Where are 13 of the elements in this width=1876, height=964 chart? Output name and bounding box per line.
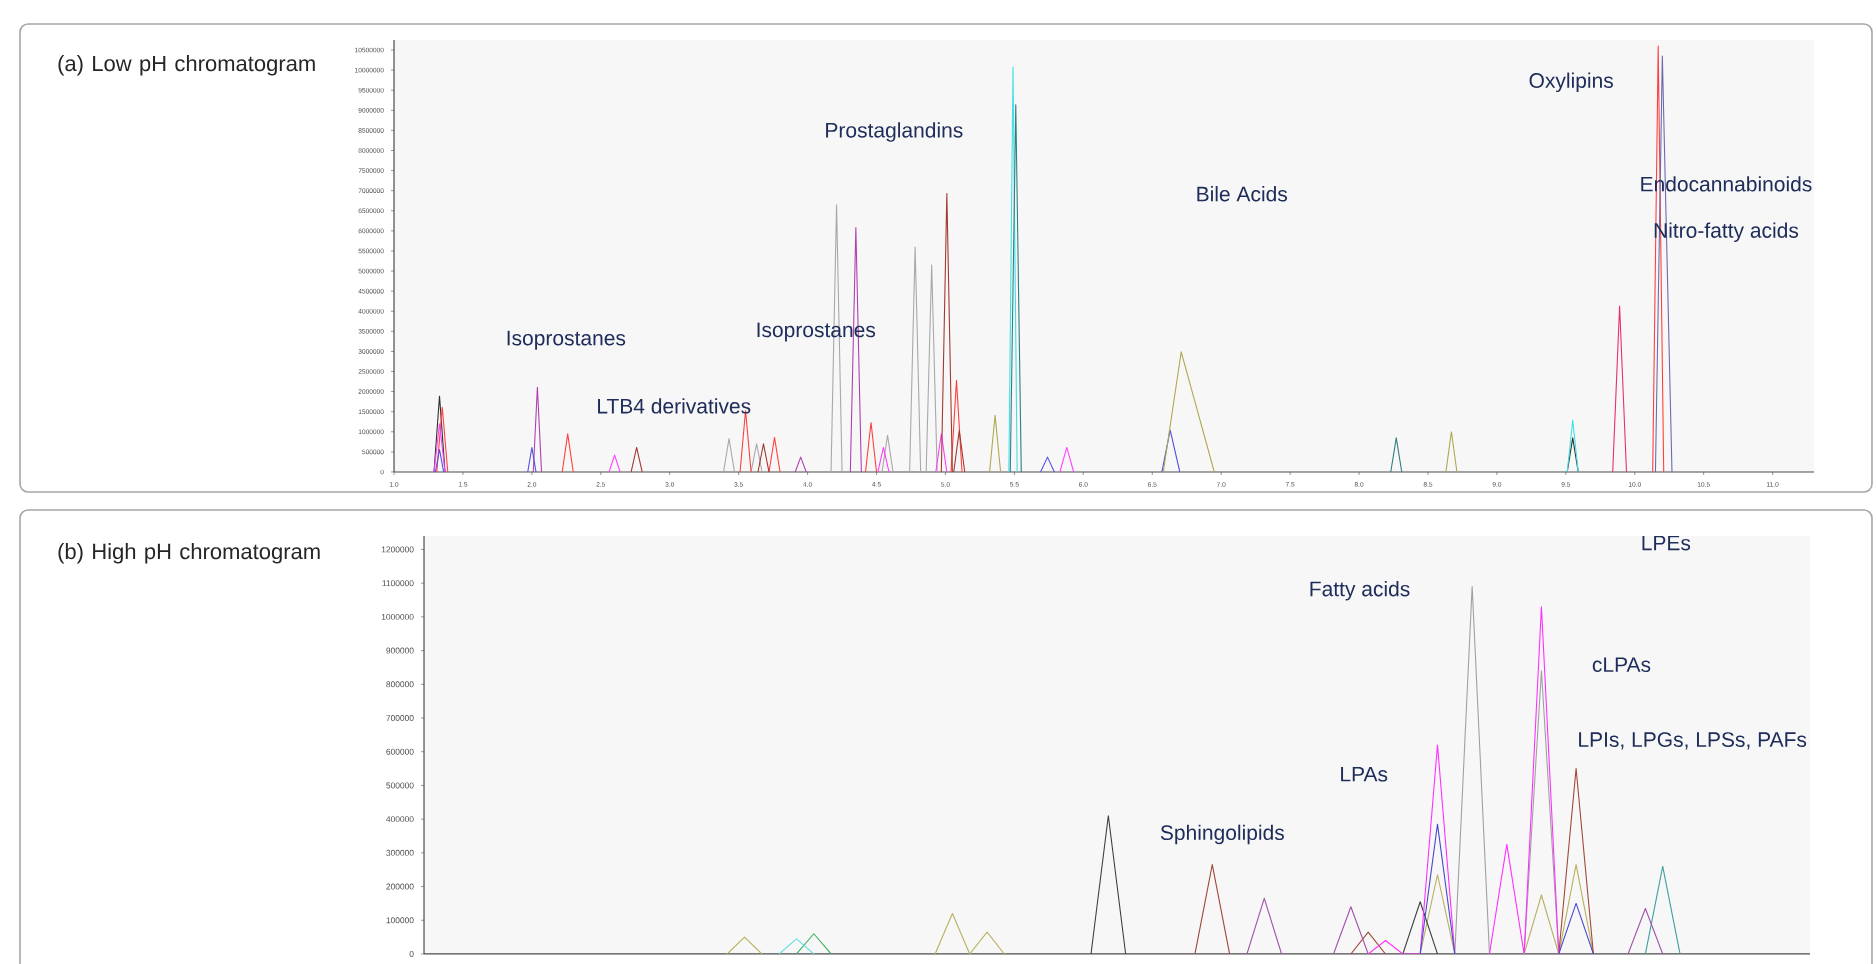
annotation: Prostaglandins [826,122,963,142]
annotation: cLPAs [1592,657,1651,673]
annotation: LPAs [1341,766,1388,782]
text: (b) High pH chromatogram [58,543,320,564]
annotation: Fatty acids [1310,580,1410,601]
annotation: LTB4 derivatives [598,398,751,414]
annotation: LPIs, LPGs, LPSs, PAFs [1579,732,1807,750]
annotation: Isoprostanes [507,330,626,350]
annotation: Sphingolipids [1160,824,1284,845]
annotation: Bile Acids [1197,186,1288,202]
annotation: LPEs [1642,535,1691,551]
annotation: Oxylipins [1529,72,1613,93]
text: (a) Low pH chromatogram [58,55,315,76]
